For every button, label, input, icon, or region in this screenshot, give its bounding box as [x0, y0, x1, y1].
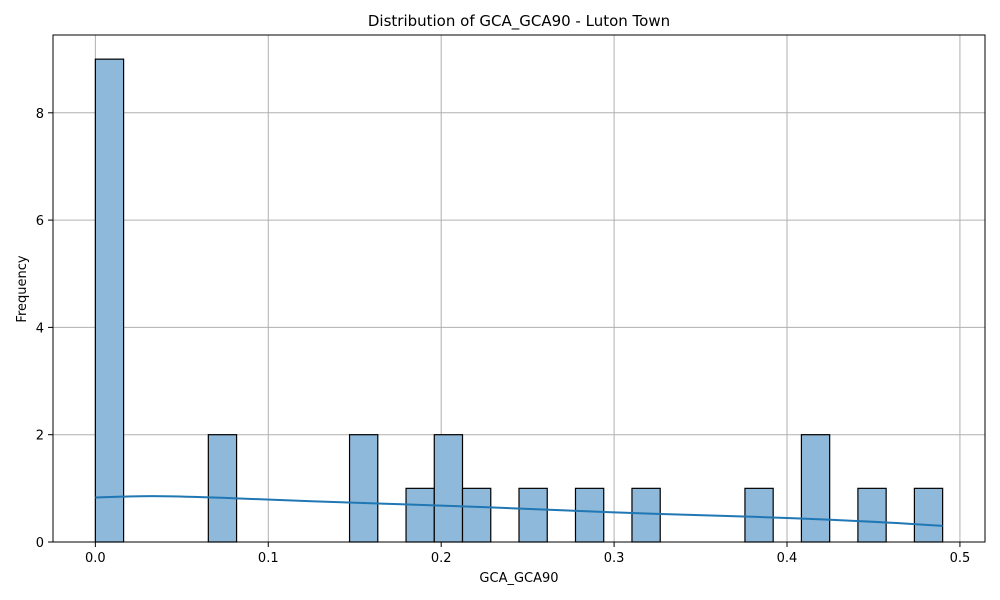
bars — [94, 58, 944, 543]
histogram-bar — [348, 434, 379, 543]
x-tick-label: 0.5 — [950, 551, 971, 566]
y-tick-label: 2 — [36, 429, 44, 444]
x-tick-label: 0.4 — [777, 551, 798, 566]
histogram-bar — [574, 487, 605, 543]
x-tick-label: 0.0 — [85, 551, 106, 566]
kde-curve — [95, 495, 943, 527]
y-tick-label: 0 — [36, 536, 44, 551]
x-tick-label: 0.1 — [258, 551, 279, 566]
y-tick-label: 4 — [36, 321, 44, 336]
y-tick-label: 6 — [36, 214, 44, 229]
histogram-bar — [800, 434, 831, 543]
plot-frame — [52, 34, 986, 543]
histogram-bar — [857, 487, 887, 543]
histogram-bar — [631, 487, 661, 543]
histogram-bar — [433, 434, 464, 543]
histogram-bar — [461, 487, 492, 543]
histogram-bar — [744, 487, 774, 543]
histogram-bar — [405, 487, 435, 543]
x-tick-label: 0.2 — [431, 551, 452, 566]
y-axis-ticks: 0 2 4 6 8 — [36, 107, 53, 551]
histogram-bar — [518, 487, 548, 543]
y-axis-label: Frequency — [15, 255, 30, 322]
histogram-bar — [94, 58, 125, 543]
grid-lines — [53, 35, 985, 543]
y-tick-label: 8 — [36, 107, 44, 122]
histogram-bar — [913, 487, 944, 543]
histogram-bar — [207, 434, 238, 543]
x-axis-ticks: 0.0 0.1 0.2 0.3 0.4 0.5 — [85, 542, 970, 566]
chart-title: Distribution of GCA_GCA90 - Luton Town — [368, 12, 670, 31]
x-axis-label: GCA_GCA90 — [479, 571, 558, 586]
x-tick-label: 0.3 — [604, 551, 625, 566]
kde-curve-group — [95, 495, 943, 527]
